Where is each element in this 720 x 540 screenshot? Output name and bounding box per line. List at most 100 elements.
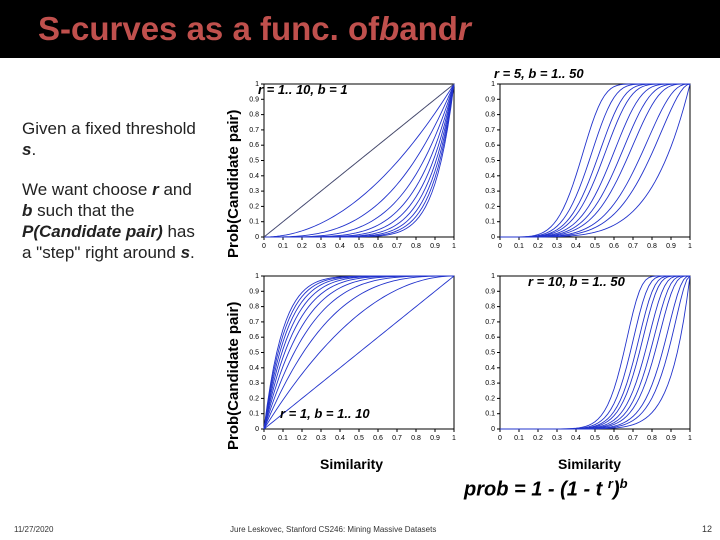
svg-text:0.4: 0.4 bbox=[249, 365, 259, 372]
title-part3: and bbox=[399, 10, 458, 48]
svg-text:0.5: 0.5 bbox=[249, 350, 259, 357]
svg-text:0.2: 0.2 bbox=[533, 243, 543, 250]
svg-text:0.9: 0.9 bbox=[485, 96, 495, 103]
svg-text:0.2: 0.2 bbox=[533, 435, 543, 442]
svg-text:0.4: 0.4 bbox=[571, 243, 581, 250]
svg-text:0.9: 0.9 bbox=[666, 243, 676, 250]
p2p: P(Candidate pair) bbox=[22, 222, 163, 241]
svg-text:0.5: 0.5 bbox=[354, 435, 364, 442]
svg-text:0: 0 bbox=[498, 435, 502, 442]
svg-text:0.6: 0.6 bbox=[609, 435, 619, 442]
svg-text:0: 0 bbox=[262, 435, 266, 442]
title-part2: b bbox=[379, 10, 399, 48]
p2a: We want choose bbox=[22, 180, 152, 199]
svg-text:0.8: 0.8 bbox=[647, 243, 657, 250]
svg-text:0.8: 0.8 bbox=[647, 435, 657, 442]
formula: prob = 1 - (1 - t r)b bbox=[464, 476, 628, 502]
svg-text:0.7: 0.7 bbox=[628, 435, 638, 442]
svg-text:0.6: 0.6 bbox=[373, 243, 383, 250]
svg-text:0.5: 0.5 bbox=[590, 435, 600, 442]
formula-mid: ) bbox=[613, 479, 620, 501]
svg-text:0.7: 0.7 bbox=[485, 127, 495, 134]
svg-text:0: 0 bbox=[255, 234, 259, 241]
svg-text:0.8: 0.8 bbox=[411, 243, 421, 250]
svg-text:0.3: 0.3 bbox=[316, 435, 326, 442]
xlabel-left: Similarity bbox=[320, 456, 383, 472]
p1a: Given a fixed threshold bbox=[22, 119, 196, 138]
svg-text:0.9: 0.9 bbox=[249, 96, 259, 103]
svg-text:0.2: 0.2 bbox=[249, 395, 259, 402]
svg-text:0.1: 0.1 bbox=[485, 411, 495, 418]
svg-text:0.3: 0.3 bbox=[552, 243, 562, 250]
svg-text:0.4: 0.4 bbox=[335, 243, 345, 250]
svg-text:0.5: 0.5 bbox=[354, 243, 364, 250]
svg-text:0.2: 0.2 bbox=[485, 395, 495, 402]
svg-text:0.4: 0.4 bbox=[249, 173, 259, 180]
para-1: Given a fixed threshold s. bbox=[22, 118, 197, 161]
xlabel-right: Similarity bbox=[558, 456, 621, 472]
svg-text:0.9: 0.9 bbox=[485, 288, 495, 295]
svg-text:0.9: 0.9 bbox=[249, 288, 259, 295]
svg-text:0.8: 0.8 bbox=[411, 435, 421, 442]
svg-text:0.6: 0.6 bbox=[373, 435, 383, 442]
svg-text:0: 0 bbox=[491, 426, 495, 433]
svg-text:0.2: 0.2 bbox=[485, 203, 495, 210]
p2bb: b bbox=[22, 201, 32, 220]
svg-text:0.3: 0.3 bbox=[485, 188, 495, 195]
svg-text:0.4: 0.4 bbox=[335, 435, 345, 442]
svg-text:0.2: 0.2 bbox=[297, 435, 307, 442]
svg-text:0.5: 0.5 bbox=[590, 243, 600, 250]
svg-text:0.3: 0.3 bbox=[485, 380, 495, 387]
plot-bottom-right: 00.10.20.30.40.50.60.70.80.9100.10.20.30… bbox=[478, 270, 696, 445]
svg-text:0.7: 0.7 bbox=[392, 243, 402, 250]
svg-text:0: 0 bbox=[498, 243, 502, 250]
plot-label-tl: r = 1.. 10, b = 1 bbox=[258, 82, 348, 97]
svg-text:0.1: 0.1 bbox=[278, 243, 288, 250]
title-part1: S-curves as a func. of bbox=[38, 10, 379, 48]
svg-text:0.3: 0.3 bbox=[552, 435, 562, 442]
svg-text:0.4: 0.4 bbox=[485, 365, 495, 372]
p2e: . bbox=[190, 243, 195, 262]
svg-text:0.6: 0.6 bbox=[485, 334, 495, 341]
svg-text:1: 1 bbox=[452, 435, 456, 442]
p2r: r bbox=[152, 180, 159, 199]
svg-text:0.6: 0.6 bbox=[249, 142, 259, 149]
svg-text:0.3: 0.3 bbox=[249, 188, 259, 195]
svg-text:0: 0 bbox=[491, 234, 495, 241]
footer-cite: Jure Leskovec, Stanford CS246: Mining Ma… bbox=[230, 525, 436, 534]
formula-text: prob = 1 - (1 - t bbox=[464, 479, 608, 501]
svg-text:0.7: 0.7 bbox=[249, 127, 259, 134]
svg-text:0: 0 bbox=[262, 243, 266, 250]
svg-text:0.6: 0.6 bbox=[249, 334, 259, 341]
svg-text:0: 0 bbox=[255, 426, 259, 433]
svg-text:0.4: 0.4 bbox=[571, 435, 581, 442]
svg-text:0.8: 0.8 bbox=[485, 304, 495, 311]
ylabel-bottom: Prob(Candidate pair) bbox=[225, 302, 242, 450]
title-bar: S-curves as a func. of b and r bbox=[0, 0, 720, 58]
plot-label-bl: r = 1, b = 1.. 10 bbox=[280, 406, 370, 421]
formula-sup-b: b bbox=[620, 476, 628, 491]
svg-text:0.6: 0.6 bbox=[485, 142, 495, 149]
p2s: s bbox=[181, 243, 190, 262]
plot-label-tr: r = 5, b = 1.. 50 bbox=[494, 66, 584, 81]
footer-date: 11/27/2020 bbox=[14, 525, 53, 534]
svg-text:0.9: 0.9 bbox=[666, 435, 676, 442]
p1b: . bbox=[31, 140, 36, 159]
svg-text:0.1: 0.1 bbox=[249, 219, 259, 226]
plot-top-right: 00.10.20.30.40.50.60.70.80.9100.10.20.30… bbox=[478, 78, 696, 253]
svg-text:0.1: 0.1 bbox=[485, 219, 495, 226]
svg-text:1: 1 bbox=[491, 81, 495, 88]
svg-text:0.8: 0.8 bbox=[249, 112, 259, 119]
svg-text:1: 1 bbox=[452, 243, 456, 250]
svg-text:1: 1 bbox=[688, 243, 692, 250]
svg-text:0.7: 0.7 bbox=[249, 319, 259, 326]
svg-text:0.8: 0.8 bbox=[249, 304, 259, 311]
svg-text:0.9: 0.9 bbox=[430, 243, 440, 250]
svg-text:0.2: 0.2 bbox=[297, 243, 307, 250]
svg-text:0.5: 0.5 bbox=[485, 350, 495, 357]
svg-text:0.1: 0.1 bbox=[278, 435, 288, 442]
ylabel-top: Prob(Candidate pair) bbox=[225, 110, 242, 258]
svg-text:0.8: 0.8 bbox=[485, 112, 495, 119]
svg-text:1: 1 bbox=[255, 273, 259, 280]
svg-text:0.3: 0.3 bbox=[316, 243, 326, 250]
